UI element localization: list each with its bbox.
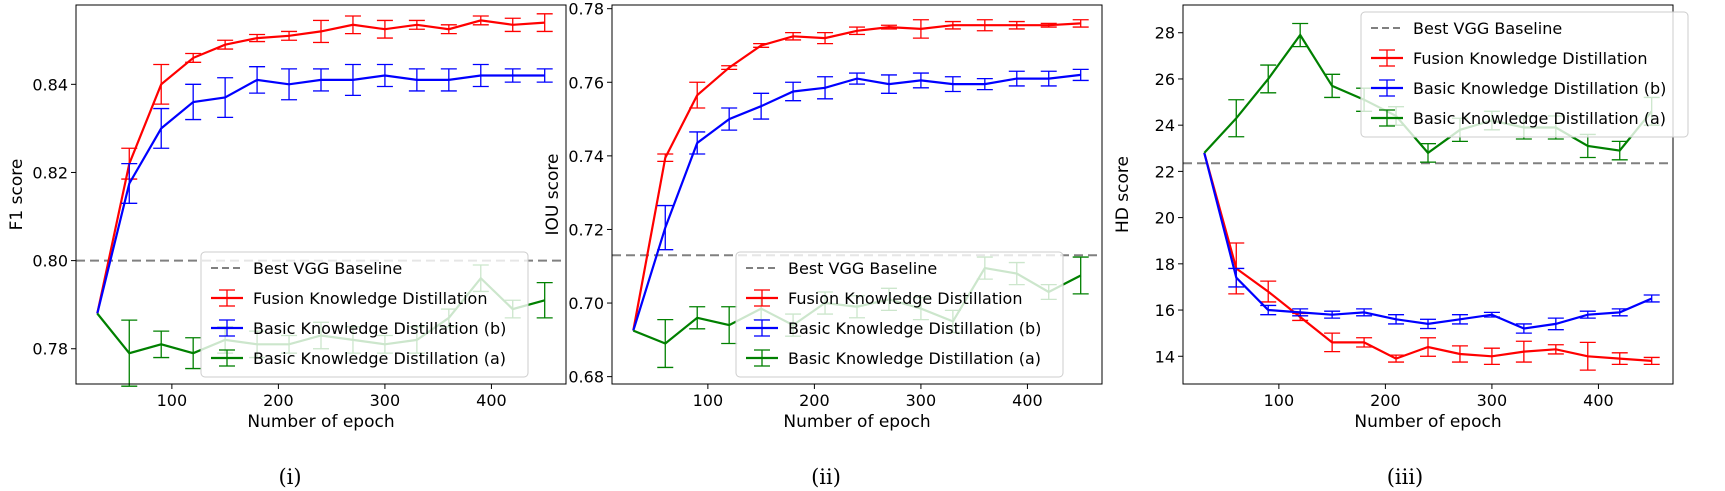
panel-caption: (iii) [1387,465,1424,489]
legend: Best VGG Baseline Fusion Knowledge Distil… [735,251,1064,378]
legend-label: Fusion Knowledge Distillation [788,289,1022,308]
y-tick-label: 0.72 [568,220,604,239]
chart-panel-2: 100 200 300 400 0.68 0.70 0.72 0.74 0.76 0.78 Numb… [543,0,1103,489]
y-tick-label: 0.70 [568,294,604,313]
y-tick-label: 0.78 [32,340,68,359]
y-axis-label: F1 score [7,159,27,231]
series-1 [1203,152,1660,371]
x-tick-label: 400 [1583,391,1614,410]
y-tick-label: 0.68 [568,368,604,387]
y-tick-label: 0.76 [568,73,604,92]
series-line [1203,152,1653,330]
x-axis-label: Number of epoch [247,412,394,432]
legend-box [1360,11,1689,138]
y-tick-label: 20 [1155,209,1175,228]
legend-label: Basic Knowledge Distillation (a) [788,349,1041,368]
y-tick-label: 0.78 [568,0,604,19]
series-1 [96,13,553,314]
legend-label: Basic Knowledge Distillation (a) [1413,109,1666,128]
legend-label: Best VGG Baseline [253,259,402,278]
series-2 [632,68,1089,331]
chart-panel-1: 100 200 300 400 0.78 0.80 0.82 0.84 Number of ep… [7,4,567,489]
y-tick-label: 0.74 [568,147,604,166]
y-tick-label: 0.82 [32,163,68,182]
y-tick-label: 18 [1155,255,1175,274]
y-tick-label: 14 [1155,347,1175,366]
y-tick-label: 16 [1155,301,1175,320]
series-2 [96,63,553,314]
legend: Best VGG Baseline Fusion Knowledge Distil… [1360,11,1689,138]
series-2 [1203,152,1660,334]
x-tick-label: 100 [693,391,724,410]
x-tick-label: 200 [799,391,830,410]
x-axis-label: Number of epoch [1354,412,1501,432]
plot-frame [1182,4,1674,385]
series-line [96,74,545,314]
series-line [96,19,545,314]
series-1 [632,19,1089,331]
y-axis-label: IOU score [543,154,563,236]
legend-label: Best VGG Baseline [1413,19,1562,38]
x-tick-label: 100 [157,391,188,410]
legend-label: Fusion Knowledge Distillation [253,289,487,308]
chart-panel-3: 100 200 300 400 14 16 18 20 22 24 26 28 Number of ep… [1113,4,1689,489]
y-tick-label: 0.80 [32,252,68,271]
series-line [632,73,1081,331]
series-line [1203,33,1653,155]
x-tick-label: 300 [906,391,937,410]
legend-label: Basic Knowledge Distillation (b) [253,319,506,338]
x-tick-label: 100 [1264,391,1295,410]
plot-frame [611,4,1103,385]
x-tick-label: 200 [263,391,294,410]
legend-label: Best VGG Baseline [788,259,937,278]
y-tick-label: 28 [1155,24,1175,43]
y-tick-label: 26 [1155,70,1175,89]
x-tick-label: 300 [1477,391,1508,410]
y-tick-label: 22 [1155,162,1175,181]
legend-box [200,251,529,378]
legend-box [735,251,1064,378]
legend: Best VGG Baseline Fusion Knowledge Distil… [200,251,529,378]
x-tick-label: 400 [1012,391,1043,410]
y-tick-label: 24 [1155,116,1175,135]
series-line [632,22,1081,331]
x-tick-label: 300 [370,391,401,410]
panel-caption: (i) [278,465,301,489]
y-tick-label: 0.84 [32,75,68,94]
x-tick-label: 400 [476,391,507,410]
y-axis-label: HD score [1113,156,1133,233]
x-axis-label: Number of epoch [783,412,930,432]
legend-label: Basic Knowledge Distillation (b) [1413,79,1666,98]
panel-caption: (ii) [811,465,841,489]
series-line [1203,152,1652,362]
plot-frame [75,4,567,385]
legend-label: Basic Knowledge Distillation (b) [788,319,1041,338]
legend-label: Basic Knowledge Distillation (a) [253,349,506,368]
legend-label: Fusion Knowledge Distillation [1413,49,1647,68]
x-tick-label: 200 [1370,391,1401,410]
